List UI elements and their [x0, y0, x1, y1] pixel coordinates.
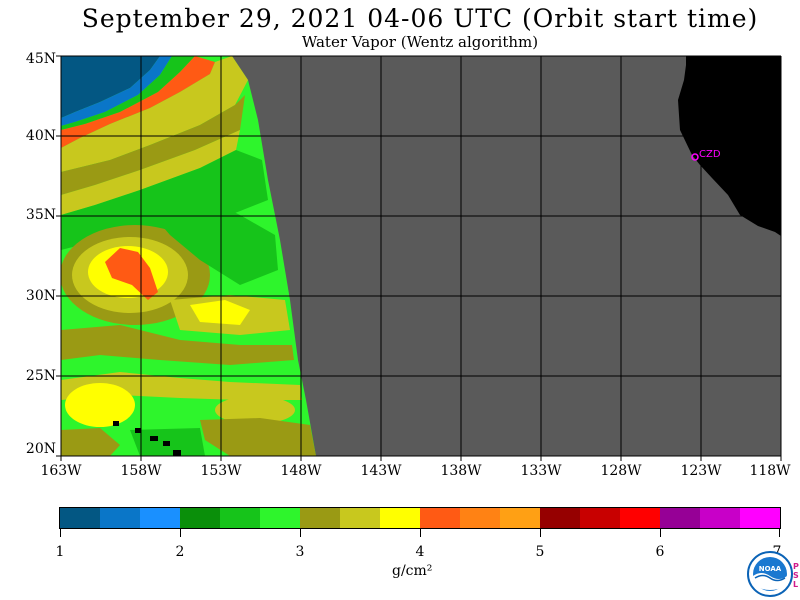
colorbar-tick [779, 528, 780, 537]
colorbar-swatch [220, 508, 260, 528]
island [150, 436, 158, 441]
colorbar-swatch [100, 508, 140, 528]
colorbar-swatch [140, 508, 180, 528]
lat-label: 40N [25, 128, 56, 144]
colorbar-label: 3 [295, 544, 305, 560]
station-marker [691, 153, 699, 161]
colorbar-tick [60, 528, 61, 537]
colorbar-tick [300, 528, 301, 537]
lon-label: 153W [200, 463, 242, 479]
island [173, 450, 181, 456]
map-title: September 29, 2021 04-06 UTC (Orbit star… [81, 4, 759, 33]
lat-label: 25N [25, 368, 56, 384]
lon-label: 143W [360, 463, 402, 479]
colorbar-swatch [580, 508, 620, 528]
land-north-america [678, 56, 781, 236]
svg-text:NOAA: NOAA [759, 565, 782, 573]
lon-label: 138W [440, 463, 482, 479]
lon-label: 118W [749, 463, 791, 479]
colorbar-swatch [460, 508, 500, 528]
island [113, 421, 119, 426]
lat-label: 30N [25, 288, 56, 304]
colorbar-swatch [60, 508, 100, 528]
tick-marks [56, 55, 782, 461]
colorbar-swatch [260, 508, 300, 528]
colorbar-label: 7 [772, 544, 782, 560]
colorbar-swatch [420, 508, 460, 528]
lon-label: 158W [120, 463, 162, 479]
colorbar-label: 2 [175, 544, 185, 560]
noaa-logo: NOAA [747, 551, 793, 597]
water-vapor-field [61, 56, 781, 456]
colorbar-label: 1 [55, 544, 65, 560]
colorbar-tick [420, 528, 421, 537]
gridlines [60, 55, 782, 457]
colorbar-swatch [700, 508, 740, 528]
colorbar-swatch [380, 508, 420, 528]
colorbar-tick [180, 528, 181, 537]
colorbar-swatch [620, 508, 660, 528]
colorbar [59, 507, 781, 529]
map-subtitle: Water Vapor (Wentz algorithm) [301, 33, 539, 51]
lon-label: 163W [40, 463, 82, 479]
island [135, 428, 141, 433]
station-label: CZD [699, 149, 721, 160]
lon-label: 133W [520, 463, 562, 479]
colorbar-swatch [340, 508, 380, 528]
island [163, 441, 170, 446]
colorbar-swatch [740, 508, 780, 528]
colorbar-tick [540, 528, 541, 537]
colorbar-swatch [180, 508, 220, 528]
lon-label: 128W [600, 463, 642, 479]
lon-label: 148W [280, 463, 322, 479]
colorbar-swatch [300, 508, 340, 528]
colorbar-tick [660, 528, 661, 537]
orange-band [61, 56, 215, 148]
low-vapor-region [61, 56, 160, 118]
colorbar-swatch [540, 508, 580, 528]
lat-label: 35N [25, 207, 56, 223]
colorbar-label: 6 [655, 544, 665, 560]
orange-blob [105, 248, 158, 300]
colorbar-swatch [500, 508, 540, 528]
lat-label: 20N [25, 441, 56, 457]
lon-label: 123W [680, 463, 722, 479]
colorbar-label: 4 [415, 544, 425, 560]
lat-label: 45N [25, 51, 56, 67]
colorbar-swatch [660, 508, 700, 528]
colorbar-label: 5 [535, 544, 545, 560]
colorbar-units: g/cm² [392, 563, 433, 579]
